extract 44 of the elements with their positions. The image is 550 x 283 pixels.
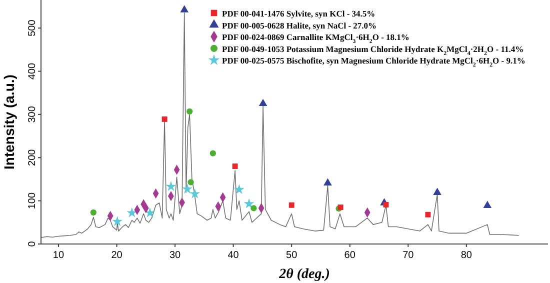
point xyxy=(166,181,176,192)
x-tick-label: 50 xyxy=(286,250,298,261)
legend-label: PDF 00-049-1053 Potassium Magnesium Chloride Hydrate K$_{2}$MgCl$_{4}$·2H$_{2}$O - 11.4% xyxy=(222,44,524,57)
point xyxy=(126,207,138,218)
point xyxy=(190,188,200,198)
point xyxy=(90,209,97,216)
y-tick-label: 300 xyxy=(27,106,38,123)
legend-label: PDF 00-024-0869 Carnallite KMgCl$_{3}$·6H$_{2}$O - 18.1% xyxy=(222,32,410,46)
point xyxy=(250,205,257,212)
point xyxy=(144,207,156,218)
x-tick-label: 60 xyxy=(344,250,356,261)
y-tick-label: 500 xyxy=(27,19,38,36)
point xyxy=(210,150,216,156)
x-axis-title: 2θ (deg.) xyxy=(278,267,330,282)
point xyxy=(324,178,332,186)
y-tick-label: 200 xyxy=(27,148,38,166)
point xyxy=(244,198,254,208)
point xyxy=(188,179,194,186)
point xyxy=(258,98,268,106)
x-tick-label: 40 xyxy=(228,250,240,261)
point xyxy=(383,202,389,208)
point xyxy=(483,200,492,208)
y-tick-label: 100 xyxy=(27,192,38,210)
point xyxy=(232,164,238,170)
point xyxy=(162,116,168,122)
x-tick-label: 10 xyxy=(52,250,64,261)
legend-label: PDF 00-041-1476 Sylvite, syn KCl - 34.5% xyxy=(222,8,376,18)
x-tick-label: 20 xyxy=(111,250,123,261)
point xyxy=(180,5,189,12)
legend-label: PDF 00-025-0575 Bischofite, syn Magnesium Chloride Hydrate MgCl$_{2}$·6H$_{2}$O - 9.1% xyxy=(222,56,526,69)
legend-label: PDF 00-005-0628 Halite, syn NaCl - 27.0% xyxy=(222,20,377,30)
point xyxy=(425,212,431,218)
y-axis-title: Intensity (a.u.) xyxy=(1,74,17,170)
x-tick-label: 80 xyxy=(460,250,472,261)
point xyxy=(112,216,123,226)
x-tick-label: 70 xyxy=(402,250,414,261)
point xyxy=(186,108,193,115)
point xyxy=(182,184,193,194)
x-tick-label: 30 xyxy=(169,250,182,261)
point xyxy=(433,188,442,196)
point xyxy=(288,202,294,208)
y-tick-label: 400 xyxy=(27,62,38,80)
y-tick-label: 0 xyxy=(27,240,38,247)
point xyxy=(234,184,244,194)
